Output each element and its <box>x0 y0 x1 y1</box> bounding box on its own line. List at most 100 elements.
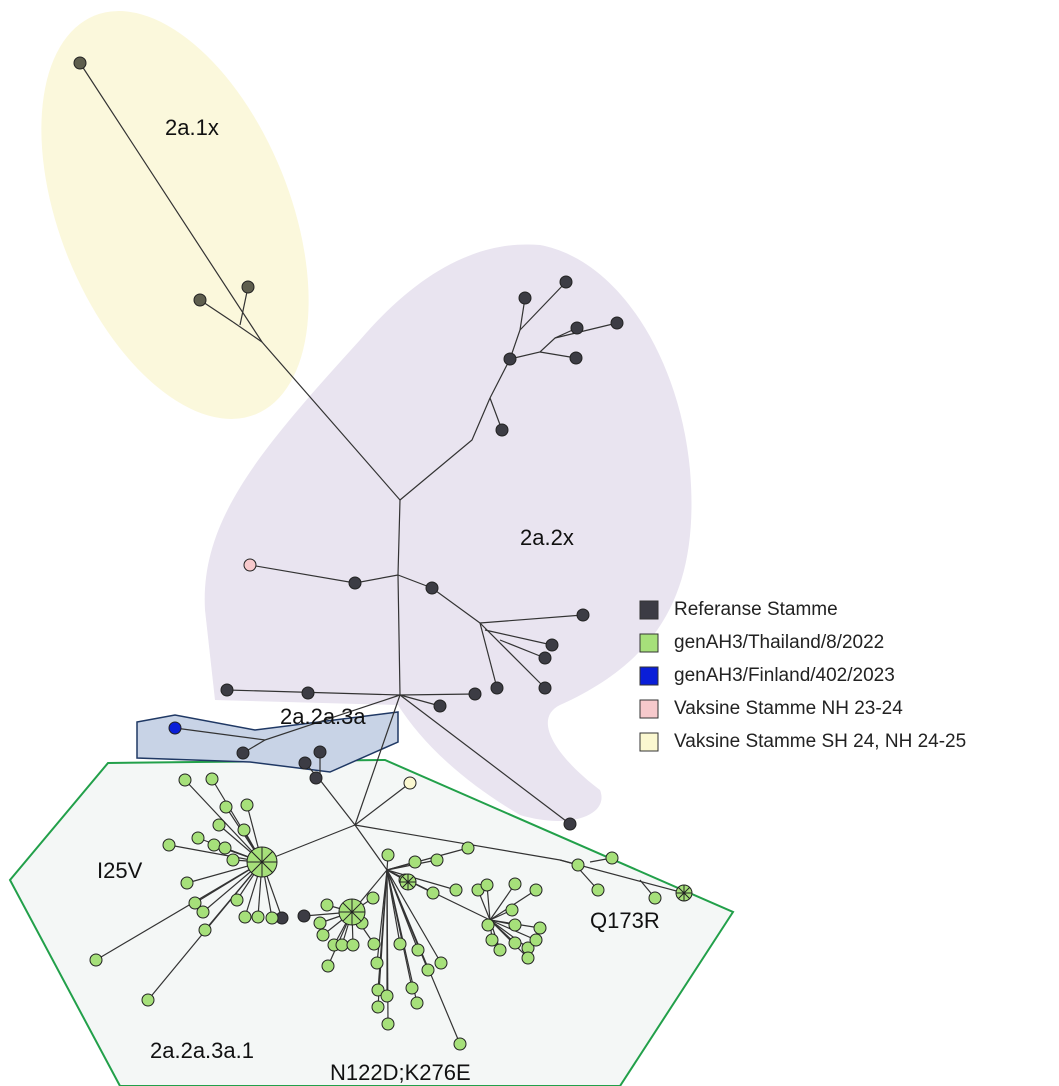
node <box>321 959 335 973</box>
node <box>559 275 573 289</box>
node <box>180 876 194 890</box>
node <box>481 918 495 932</box>
node <box>529 933 543 947</box>
node <box>410 996 424 1010</box>
node <box>485 933 499 947</box>
node <box>518 291 532 305</box>
node <box>297 909 311 923</box>
cluster-label: 2a.2x <box>520 525 574 550</box>
edge <box>386 869 442 964</box>
edge <box>386 869 418 1004</box>
edge <box>199 299 234 323</box>
node <box>309 771 323 785</box>
edge <box>399 694 571 825</box>
node <box>495 423 509 437</box>
node <box>178 773 192 787</box>
node <box>605 851 619 865</box>
node <box>421 963 435 977</box>
node <box>648 891 662 905</box>
node <box>367 937 381 951</box>
node <box>366 891 380 905</box>
node <box>408 855 422 869</box>
node <box>468 687 482 701</box>
node <box>238 910 252 924</box>
node <box>425 581 439 595</box>
node <box>591 883 605 897</box>
node <box>545 638 559 652</box>
node <box>212 818 226 832</box>
node <box>301 686 315 700</box>
node <box>193 293 207 307</box>
node <box>162 838 176 852</box>
edge <box>519 281 567 331</box>
node <box>207 838 221 852</box>
edge <box>489 919 529 949</box>
legend-label: genAH3/Thailand/8/2022 <box>674 632 884 653</box>
node <box>298 756 312 770</box>
node-spoke <box>251 851 263 863</box>
node <box>521 951 535 965</box>
cluster-label: 2a.1x <box>165 115 219 140</box>
node <box>226 853 240 867</box>
node <box>371 983 385 997</box>
node <box>196 905 210 919</box>
edge <box>554 322 618 339</box>
node <box>393 937 407 951</box>
edge <box>354 824 388 871</box>
legend-label: Vaksine Stamme SH 24, NH 24-25 <box>674 731 966 752</box>
legend-swatch <box>639 732 659 752</box>
edge <box>489 297 526 399</box>
region-2a2x <box>204 244 692 821</box>
node-spoke <box>683 892 691 900</box>
node <box>576 608 590 622</box>
mutation-label: I25V <box>97 858 143 883</box>
node <box>533 921 547 935</box>
edge <box>489 883 516 921</box>
node <box>505 903 519 917</box>
node <box>243 558 257 572</box>
node <box>370 956 384 970</box>
node <box>237 823 251 837</box>
node <box>141 993 155 1007</box>
edge <box>499 639 546 659</box>
node <box>265 911 279 925</box>
node <box>508 936 522 950</box>
node <box>493 943 507 957</box>
node-spoke <box>261 851 273 863</box>
node <box>610 316 624 330</box>
node-spoke <box>401 875 409 883</box>
edge <box>484 629 553 646</box>
node <box>508 877 522 891</box>
edge <box>168 844 263 863</box>
node <box>411 943 425 957</box>
region-2a2a3a <box>136 711 399 773</box>
legend: Referanse Stamme genAH3/Thailand/8/2022 ge… <box>639 599 966 752</box>
node <box>538 681 552 695</box>
node-spoke <box>677 892 685 900</box>
edge <box>232 321 263 343</box>
node <box>313 745 327 759</box>
node-spoke <box>407 875 415 883</box>
node <box>73 56 87 70</box>
node <box>251 910 265 924</box>
node-spoke <box>342 902 353 913</box>
node <box>320 898 334 912</box>
node <box>240 798 254 812</box>
node-spoke <box>251 861 263 873</box>
node <box>236 746 250 760</box>
cluster-label: 2a.2a.3a <box>280 704 366 729</box>
edge <box>386 847 469 871</box>
node <box>371 1000 385 1014</box>
legend-label: Referanse Stamme <box>674 599 838 620</box>
node <box>503 352 517 366</box>
legend-swatch <box>639 666 659 686</box>
node <box>490 681 504 695</box>
node <box>538 651 552 665</box>
node <box>570 321 584 335</box>
node <box>480 878 494 892</box>
node <box>313 916 327 930</box>
node <box>191 831 205 845</box>
node-spoke <box>683 886 691 894</box>
node <box>405 981 419 995</box>
